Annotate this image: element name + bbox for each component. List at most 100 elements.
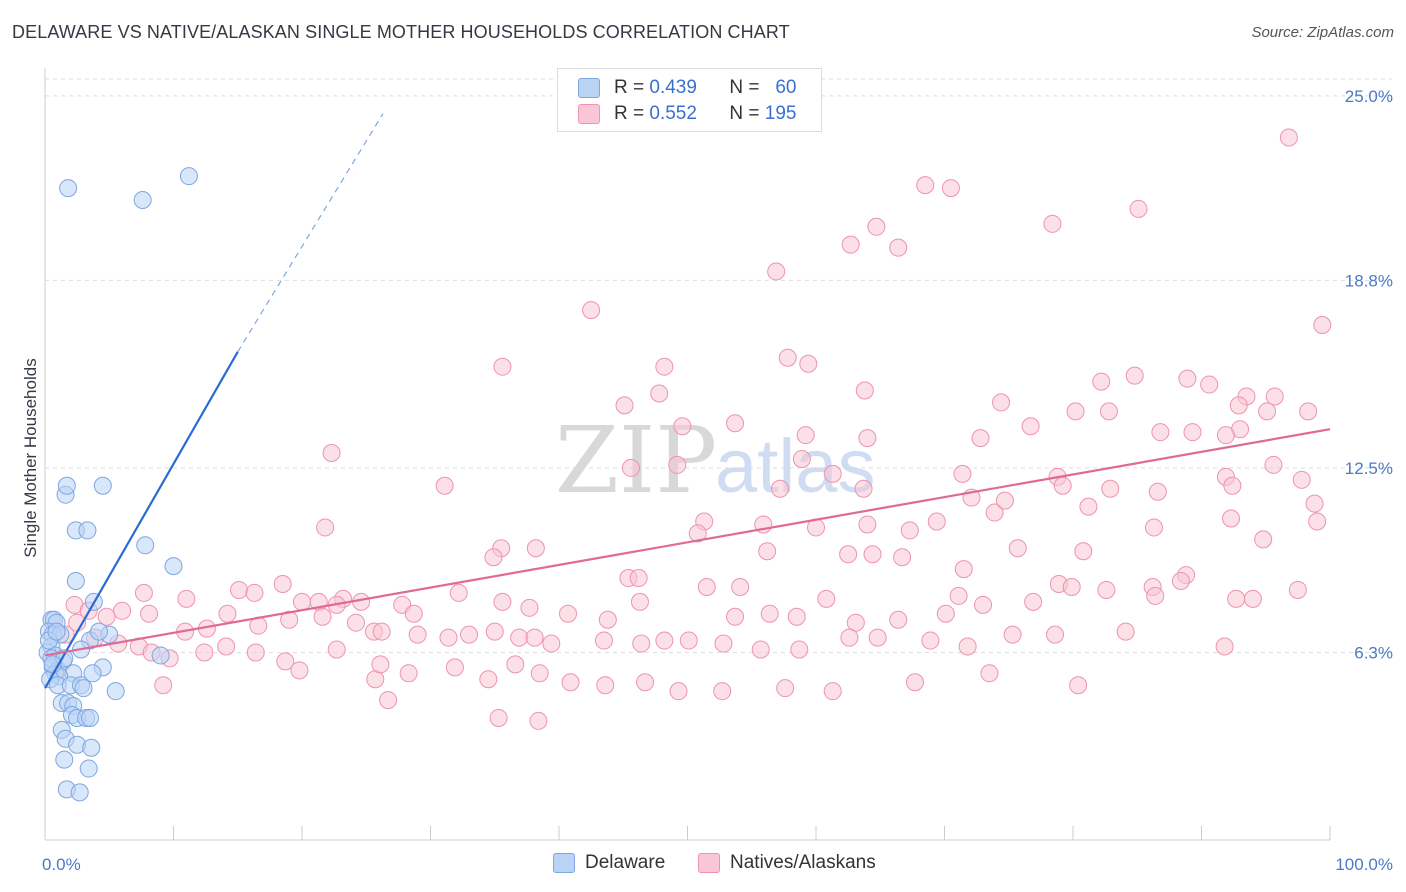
delaware-point — [151, 646, 170, 665]
x-tick-label-1: 100.0% — [1335, 855, 1393, 874]
natives-points — [56, 128, 1332, 730]
watermark-zip: ZIP — [555, 407, 717, 514]
natives-point — [322, 444, 341, 463]
delaware-trend-line — [44, 351, 239, 689]
natives-point — [1046, 625, 1065, 644]
natives-point — [217, 637, 236, 656]
watermark: ZIP atlas — [555, 407, 876, 514]
natives-point — [796, 426, 815, 445]
natives-point — [1146, 586, 1165, 605]
natives-point — [1254, 530, 1273, 549]
natives-point — [525, 628, 544, 647]
natives-point — [905, 673, 924, 692]
natives-point — [731, 577, 750, 596]
natives-point — [714, 634, 733, 653]
natives-point — [439, 628, 458, 647]
natives-point — [542, 634, 561, 653]
natives-point — [485, 622, 504, 641]
natives-point — [313, 607, 332, 626]
natives-point — [767, 262, 786, 281]
natives-point — [858, 429, 877, 448]
delaware-point — [47, 622, 66, 641]
natives-point — [1264, 455, 1283, 474]
natives-point — [1229, 396, 1248, 415]
natives-point — [921, 631, 940, 650]
natives-point — [949, 586, 968, 605]
natives-point — [1216, 426, 1235, 445]
natives-point — [760, 604, 779, 623]
delaware-point — [133, 191, 152, 209]
delaware-point — [66, 572, 85, 591]
natives-point — [889, 238, 908, 257]
natives-point — [953, 464, 972, 483]
natives-point — [1243, 589, 1262, 608]
natives-point — [823, 682, 842, 701]
natives-point — [697, 577, 716, 596]
natives-point — [460, 625, 479, 644]
delaware-point — [78, 521, 97, 540]
natives-point — [408, 625, 427, 644]
natives-legend-label: Natives/Alaskans — [730, 852, 876, 873]
delaware-point — [164, 557, 183, 576]
natives-point — [1171, 572, 1190, 591]
natives-point — [787, 607, 806, 626]
natives-point — [630, 592, 649, 611]
source-label: Source: ZipAtlas.com — [1251, 24, 1394, 41]
natives-point — [1292, 470, 1311, 489]
delaware-point — [70, 783, 89, 802]
natives-point — [726, 607, 745, 626]
natives-point — [218, 604, 237, 623]
natives-point — [1053, 476, 1072, 495]
natives-point — [1092, 372, 1111, 391]
natives-point — [863, 545, 882, 564]
delaware-point — [59, 179, 78, 198]
natives-point — [561, 673, 580, 692]
natives-point — [655, 357, 674, 376]
natives-point — [790, 640, 809, 659]
axes — [44, 68, 1331, 841]
delaware-trend-extension — [237, 113, 384, 353]
delaware-point — [136, 536, 155, 555]
natives-point — [817, 589, 836, 608]
delaware-swatch — [578, 78, 600, 98]
natives-point — [1222, 509, 1241, 528]
natives-point — [530, 664, 549, 683]
natives-point — [1008, 539, 1027, 558]
natives-point — [97, 607, 116, 626]
natives-point — [1069, 676, 1088, 695]
natives-point — [1066, 402, 1085, 421]
delaware-points — [38, 167, 198, 802]
natives-point — [489, 708, 508, 727]
natives-point — [1313, 316, 1332, 335]
delaware-point — [179, 167, 198, 186]
natives-point — [230, 580, 249, 599]
natives-point — [1097, 580, 1116, 599]
natives-point — [995, 491, 1014, 510]
natives-point — [582, 301, 601, 320]
natives-point — [776, 679, 795, 698]
natives-point — [245, 583, 264, 602]
natives-point — [726, 414, 745, 433]
natives-point — [1178, 369, 1197, 388]
natives-point — [195, 643, 214, 662]
natives-point — [846, 613, 865, 632]
natives-point — [506, 655, 525, 674]
natives-n-value: 195 — [764, 103, 797, 124]
natives-point — [404, 604, 423, 623]
natives-point — [954, 560, 973, 579]
natives-point — [1079, 497, 1098, 516]
trend-lines — [44, 113, 1331, 689]
natives-point — [445, 658, 464, 677]
natives-point — [1116, 622, 1135, 641]
natives-point — [371, 655, 390, 674]
natives-point — [1129, 199, 1148, 218]
natives-point — [673, 417, 692, 436]
natives-point — [669, 682, 688, 701]
natives-point — [1101, 479, 1120, 498]
natives-point — [140, 604, 159, 623]
natives-point — [1024, 592, 1043, 611]
chart-title: DELAWARE VS NATIVE/ALASKAN SINGLE MOTHER… — [12, 22, 790, 42]
natives-point — [668, 455, 687, 474]
delaware-point — [89, 622, 108, 641]
